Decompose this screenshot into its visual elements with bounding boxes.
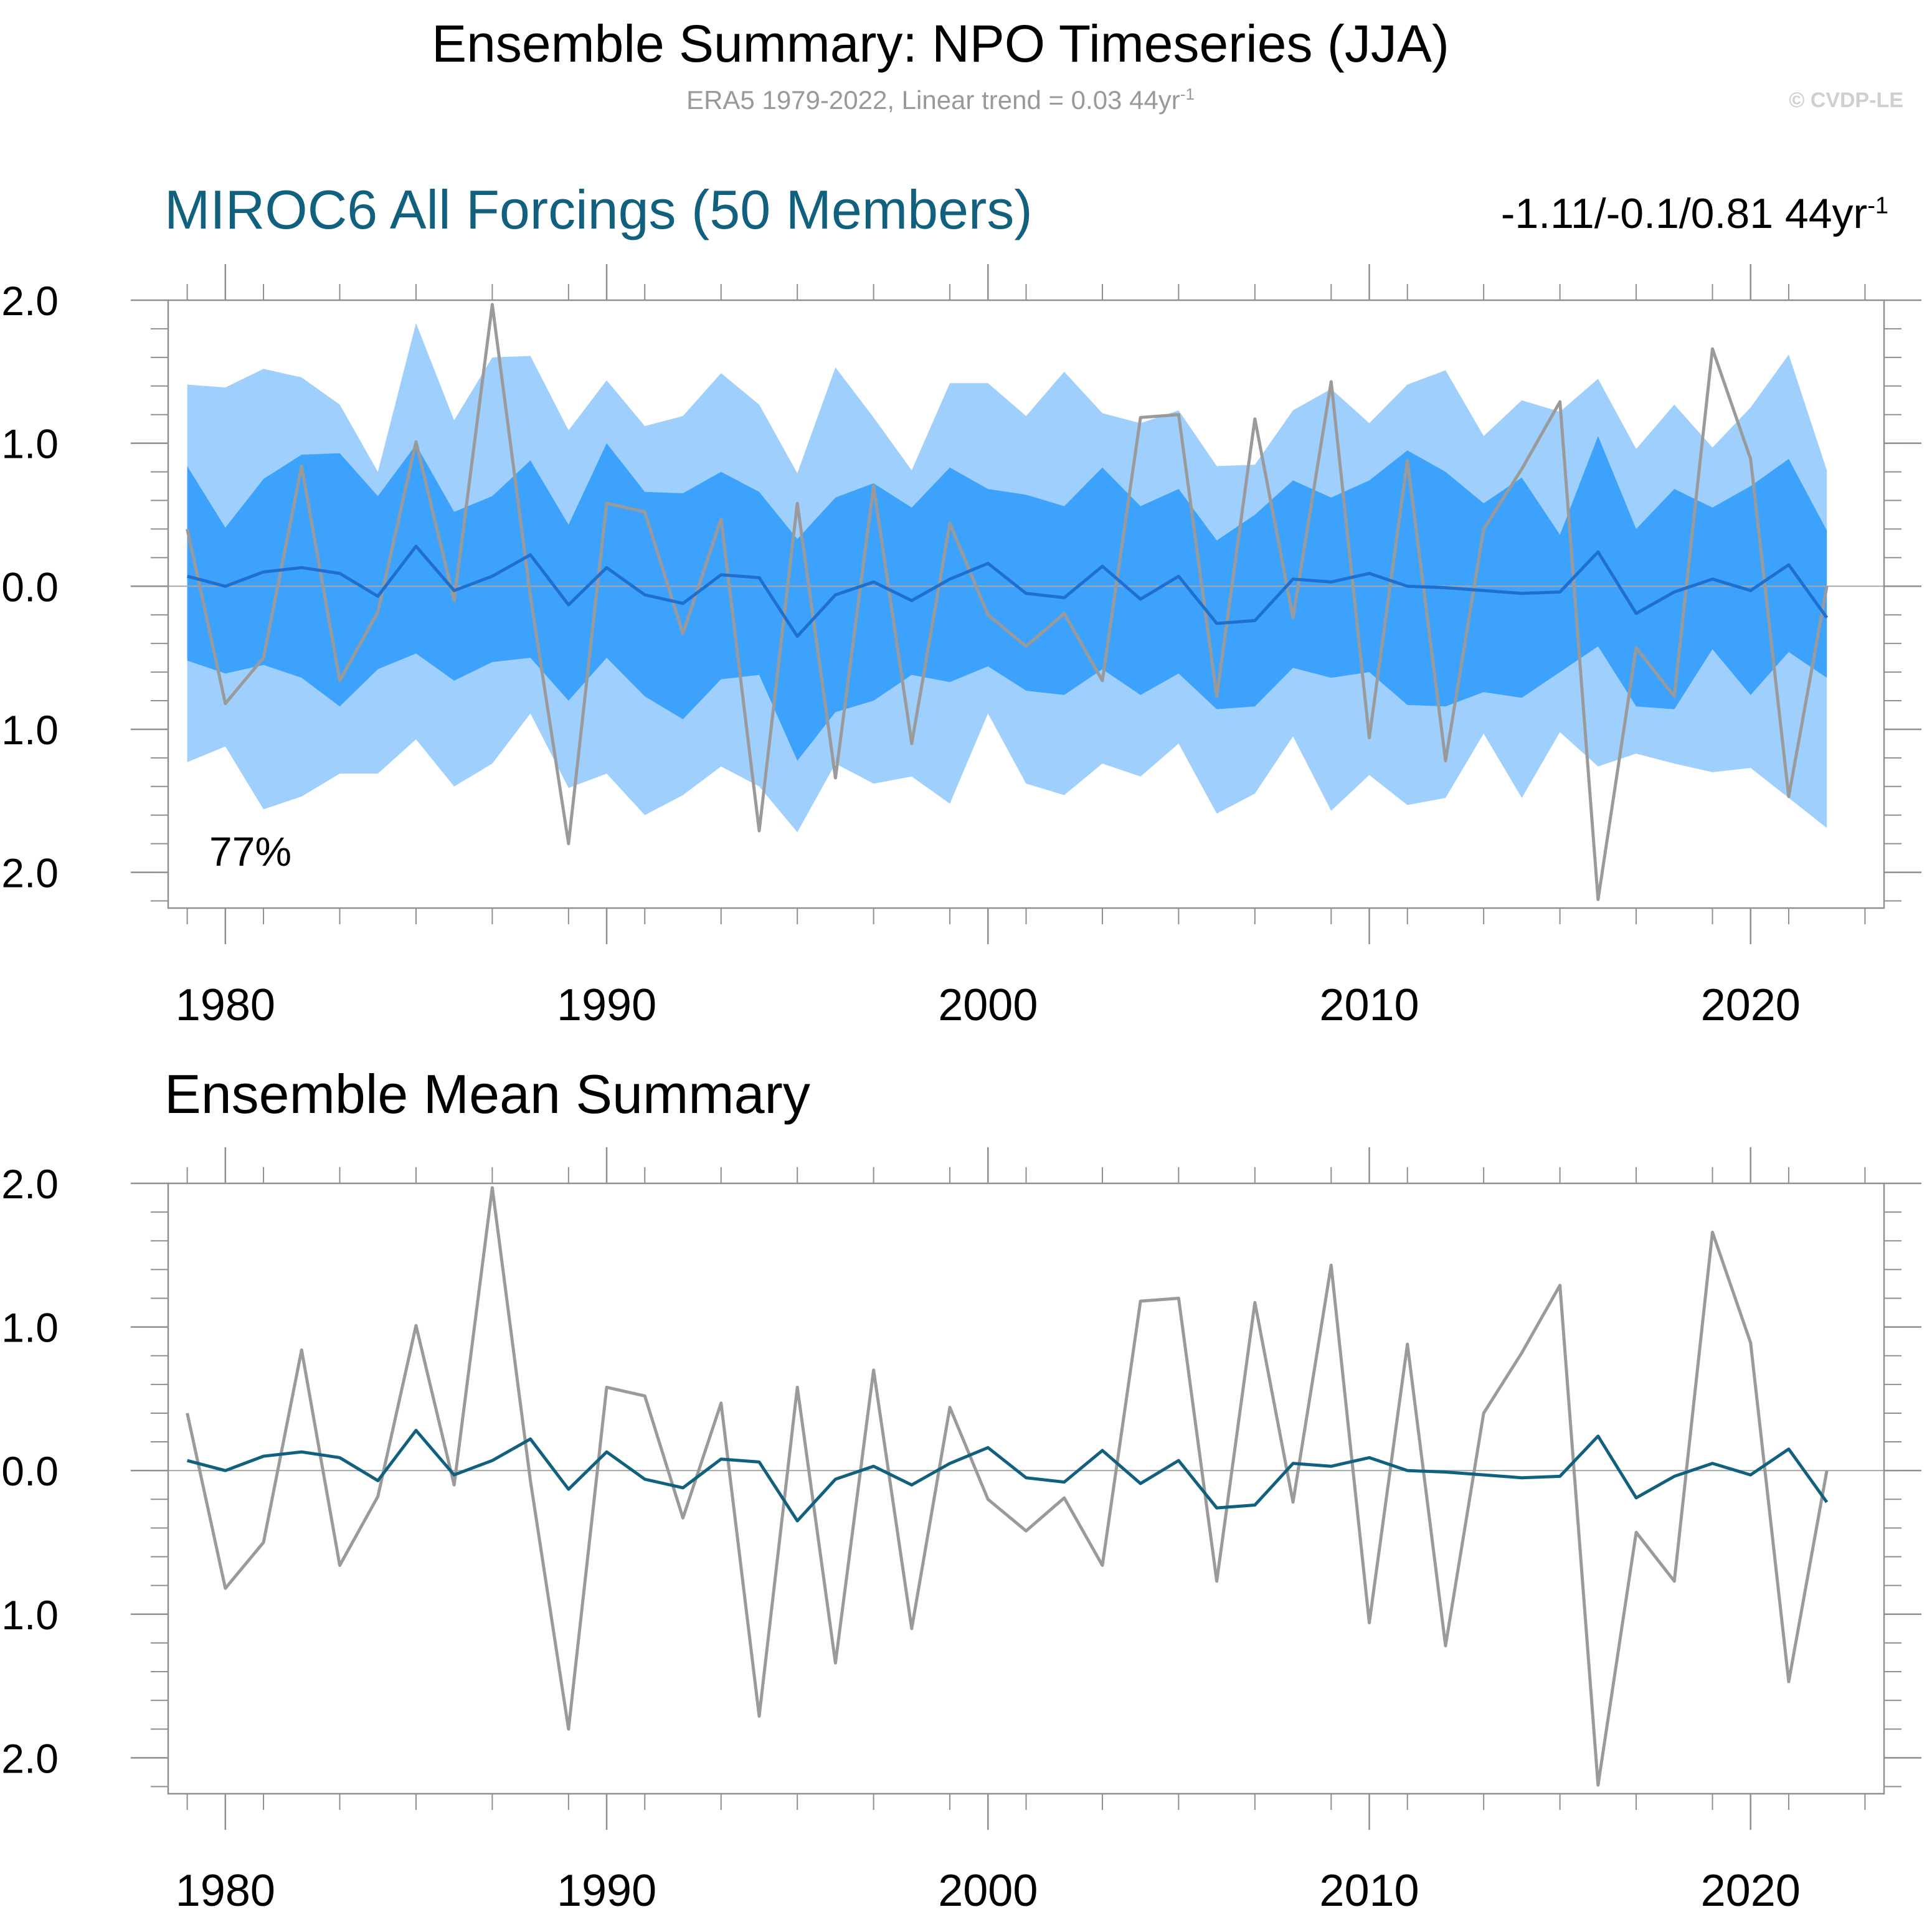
panel1-line-ensemble-mean xyxy=(186,544,1829,638)
panel1-ytick-label: 1.0 xyxy=(1,421,59,467)
panel2-xtick-label: 2010 xyxy=(1319,1866,1419,1916)
panel2-xtick-label: 1980 xyxy=(176,1866,275,1916)
panel2-ytick-label: -1.0 xyxy=(0,1592,59,1638)
panel1-xtick-label: 2010 xyxy=(1319,980,1419,1030)
panel2-title: Ensemble Mean Summary xyxy=(164,1063,810,1125)
subtitle-superscript: -1 xyxy=(1180,85,1195,103)
panel1-percent-annotation: 77% xyxy=(209,828,291,874)
panel2-frame xyxy=(167,1182,1885,1795)
panel2-line-ensemble-mean xyxy=(186,1429,1829,1523)
figure-subtitle: ERA5 1979-2022, Linear trend = 0.03 44yr… xyxy=(0,85,1881,115)
panel2-ytick-label: 0.0 xyxy=(1,1448,59,1494)
panel1-xtick-label: 1980 xyxy=(176,980,275,1030)
panel1-ytick-label: 0.0 xyxy=(1,564,59,610)
panel2-chart: 2.0 1.0 0.0 -1.0 -2.0 1980 1990 2000 2010 2020 xyxy=(0,1147,1921,1916)
panel1-band-inner xyxy=(187,436,1827,761)
panel1-xtick-label: 1990 xyxy=(557,980,656,1030)
panel1-chart: 2.0 1.0 0.0 -1.0 -2.0 1980 1990 2000 2010 2020 77% xyxy=(0,264,1921,1030)
panel2-xtick-label: 2000 xyxy=(938,1866,1038,1916)
panel1-xtick-label: 2020 xyxy=(1701,980,1801,1030)
figure-title: Ensemble Summary: NPO Timeseries (JJA) xyxy=(432,14,1449,73)
panel2-ytick-label: -2.0 xyxy=(0,1735,59,1781)
panel1-trend-superscript: -1 xyxy=(1867,192,1888,219)
panel2-ytick-label: 1.0 xyxy=(1,1305,59,1351)
panel2-xtick-label: 1990 xyxy=(557,1866,656,1916)
panel1-trend-text: -1.11/-0.1/0.81 44yr xyxy=(1500,190,1868,237)
panel1-trend-range: -1.11/-0.1/0.81 44yr-1 xyxy=(1501,189,1888,238)
subtitle-text: ERA5 1979-2022, Linear trend = 0.03 44yr xyxy=(686,85,1180,115)
copyright-watermark: © CVDP-LE xyxy=(1789,88,1903,112)
panel1-line-observations xyxy=(186,303,1829,901)
panel2-xtick-label: 2020 xyxy=(1701,1866,1801,1916)
panel1-ytick-label: -2.0 xyxy=(0,850,59,896)
panel1-ytick-label: 2.0 xyxy=(1,278,59,324)
panel1-xtick-label: 2000 xyxy=(938,980,1038,1030)
panel1-title: MIROC6 All Forcings (50 Members) xyxy=(164,179,1033,240)
panel2-ytick-label: 2.0 xyxy=(1,1161,59,1207)
panel1-ytick-label: -1.0 xyxy=(0,707,59,753)
panel2-line-observations xyxy=(186,1186,1829,1787)
